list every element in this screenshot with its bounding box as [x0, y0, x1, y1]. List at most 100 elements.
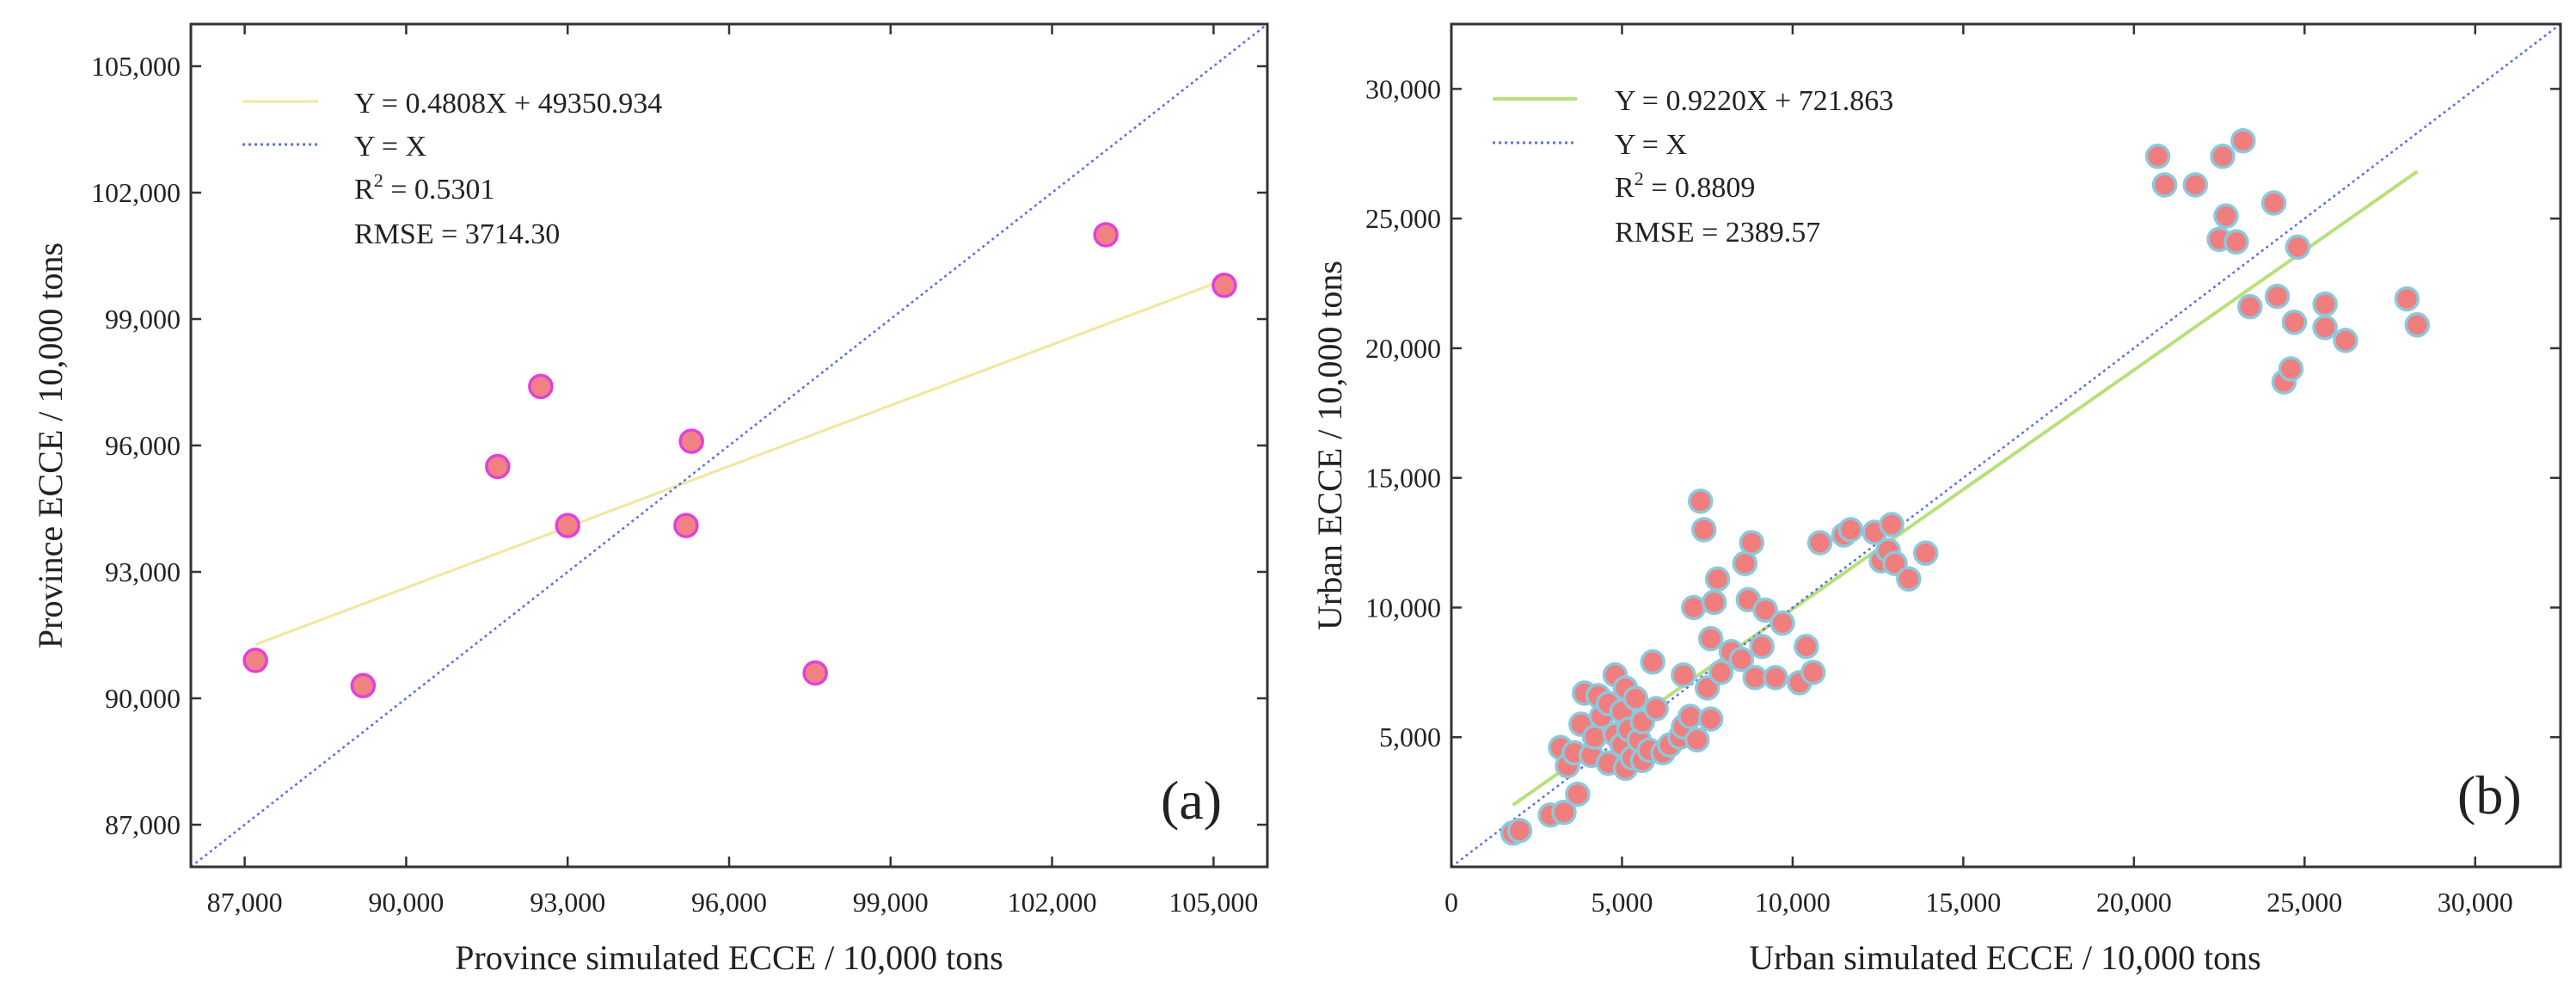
data-point [1694, 675, 1720, 701]
x-tick-label: 96,000 [691, 887, 767, 918]
y-tick-label: 25,000 [1365, 203, 1441, 234]
y-tick-label: 87,000 [105, 809, 181, 840]
data-point [673, 513, 699, 538]
panel-b-urban: 0 5,000 10,000 15,000 20,000 25,000 30,000 5,00… [1310, 22, 2562, 977]
data-point [1581, 724, 1608, 750]
identity-line [191, 24, 1267, 867]
data-point [1211, 273, 1237, 298]
data-point [528, 373, 554, 400]
x-tick-label: 15,000 [1925, 887, 2001, 918]
data-point [1794, 633, 1819, 660]
data-point [1688, 488, 1714, 514]
points-layer [1500, 127, 2431, 846]
data-point [2278, 356, 2304, 382]
data-point [2213, 203, 2239, 229]
x-tick-label: 105,000 [1168, 887, 1258, 918]
y-tick-label: 15,000 [1365, 463, 1441, 494]
x-tick-label: 10,000 [1755, 887, 1831, 918]
data-point [2404, 312, 2431, 338]
data-point [1551, 799, 1577, 826]
y-tick-label: 10,000 [1365, 592, 1441, 623]
data-point [802, 660, 828, 686]
data-point [485, 453, 511, 480]
data-point [1681, 594, 1707, 621]
data-point [1671, 662, 1696, 688]
data-point [2182, 172, 2209, 198]
ticks-layer: 0 5,000 10,000 15,000 20,000 25,000 30,000 5,00… [1365, 24, 2561, 918]
data-point [1739, 530, 1765, 556]
data-point [1728, 647, 1755, 673]
legend: Y = 0.4808X + 49350.934 Y = X R2 = 0.530… [242, 88, 662, 250]
legend: Y = 0.9220X + 721.863 Y = X R2 = 0.8809 … [1493, 85, 1893, 249]
x-tick-label: 93,000 [530, 887, 605, 918]
legend-identity-label: Y = X [354, 131, 426, 163]
data-point [1704, 566, 1731, 593]
data-point [1749, 633, 1775, 660]
data-point [1506, 818, 1533, 844]
x-tick-label: 20,000 [2096, 887, 2172, 918]
y-tick-label: 90,000 [105, 683, 181, 714]
y-axis-title: Province ECCE / 10,000 tons [31, 243, 70, 648]
data-point [1732, 550, 1758, 576]
data-point [2264, 283, 2291, 310]
y-tick-label: 93,000 [105, 556, 181, 587]
plot-frame [1450, 22, 2562, 869]
data-point [1708, 660, 1734, 685]
legend-rmse: RMSE = 3714.30 [354, 218, 560, 250]
x-tick-label: 102,000 [1008, 887, 1097, 918]
x-tick-label: 25,000 [2266, 887, 2342, 918]
ticks-layer: 87,000 90,000 93,000 96,000 99,000 102,000 105… [91, 24, 1267, 918]
legend-rmse: RMSE = 2389.57 [1615, 217, 1820, 249]
data-point [1701, 589, 1727, 616]
data-point [1643, 696, 1669, 722]
legend-fit-label: Y = 0.9220X + 721.863 [1615, 85, 1893, 117]
x-axis-title: Province simulated ECCE / 10,000 tons [455, 938, 1003, 977]
data-point [2223, 229, 2249, 255]
legend-fit-label: Y = 0.4808X + 49350.934 [354, 88, 662, 120]
panel-label: (a) [1161, 770, 1222, 831]
data-point [1837, 517, 1864, 543]
data-point [1806, 530, 1833, 556]
y-tick-label: 96,000 [105, 430, 181, 461]
data-point [1677, 703, 1703, 729]
data-point [2230, 127, 2256, 154]
data-point [2312, 291, 2338, 317]
data-point [1697, 625, 1724, 652]
identity-line-layer [191, 24, 1267, 867]
data-point [2260, 190, 2287, 216]
data-point [2281, 310, 2308, 335]
x-tick-label: 87,000 [207, 887, 283, 918]
data-point [2237, 293, 2263, 320]
fit-line-layer [255, 278, 1225, 646]
y-tick-label: 99,000 [105, 304, 181, 335]
data-point [1879, 512, 1904, 537]
data-point [1896, 566, 1922, 593]
data-point [1912, 540, 1939, 566]
data-point [1763, 665, 1788, 691]
points-layer [242, 222, 1237, 699]
data-point [1684, 727, 1710, 752]
legend-r2: R2 = 0.5301 [354, 169, 494, 206]
data-point [1622, 685, 1649, 711]
x-tick-label: 0 [1444, 887, 1458, 918]
x-axis-title: Urban simulated ECCE / 10,000 tons [1749, 938, 2261, 977]
y-tick-label: 5,000 [1379, 722, 1441, 752]
data-point [1565, 781, 1591, 808]
x-tick-label: 90,000 [368, 887, 444, 918]
panel-a-province: 87,000 90,000 93,000 96,000 99,000 102,000 105… [31, 22, 1269, 977]
data-point [1769, 610, 1795, 636]
x-tick-label: 30,000 [2438, 887, 2513, 918]
data-point [555, 513, 580, 538]
y-tick-label: 30,000 [1365, 73, 1441, 104]
x-tick-label: 99,000 [853, 887, 929, 918]
fit-line [255, 278, 1225, 646]
data-point [350, 673, 377, 699]
data-point [2394, 286, 2420, 312]
y-tick-label: 20,000 [1365, 333, 1441, 364]
y-axis-title: Urban ECCE / 10,000 tons [1310, 261, 1349, 630]
data-point [1640, 649, 1665, 675]
data-point [2210, 144, 2236, 169]
data-point [2312, 315, 2338, 341]
y-tick-label: 105,000 [91, 51, 181, 82]
